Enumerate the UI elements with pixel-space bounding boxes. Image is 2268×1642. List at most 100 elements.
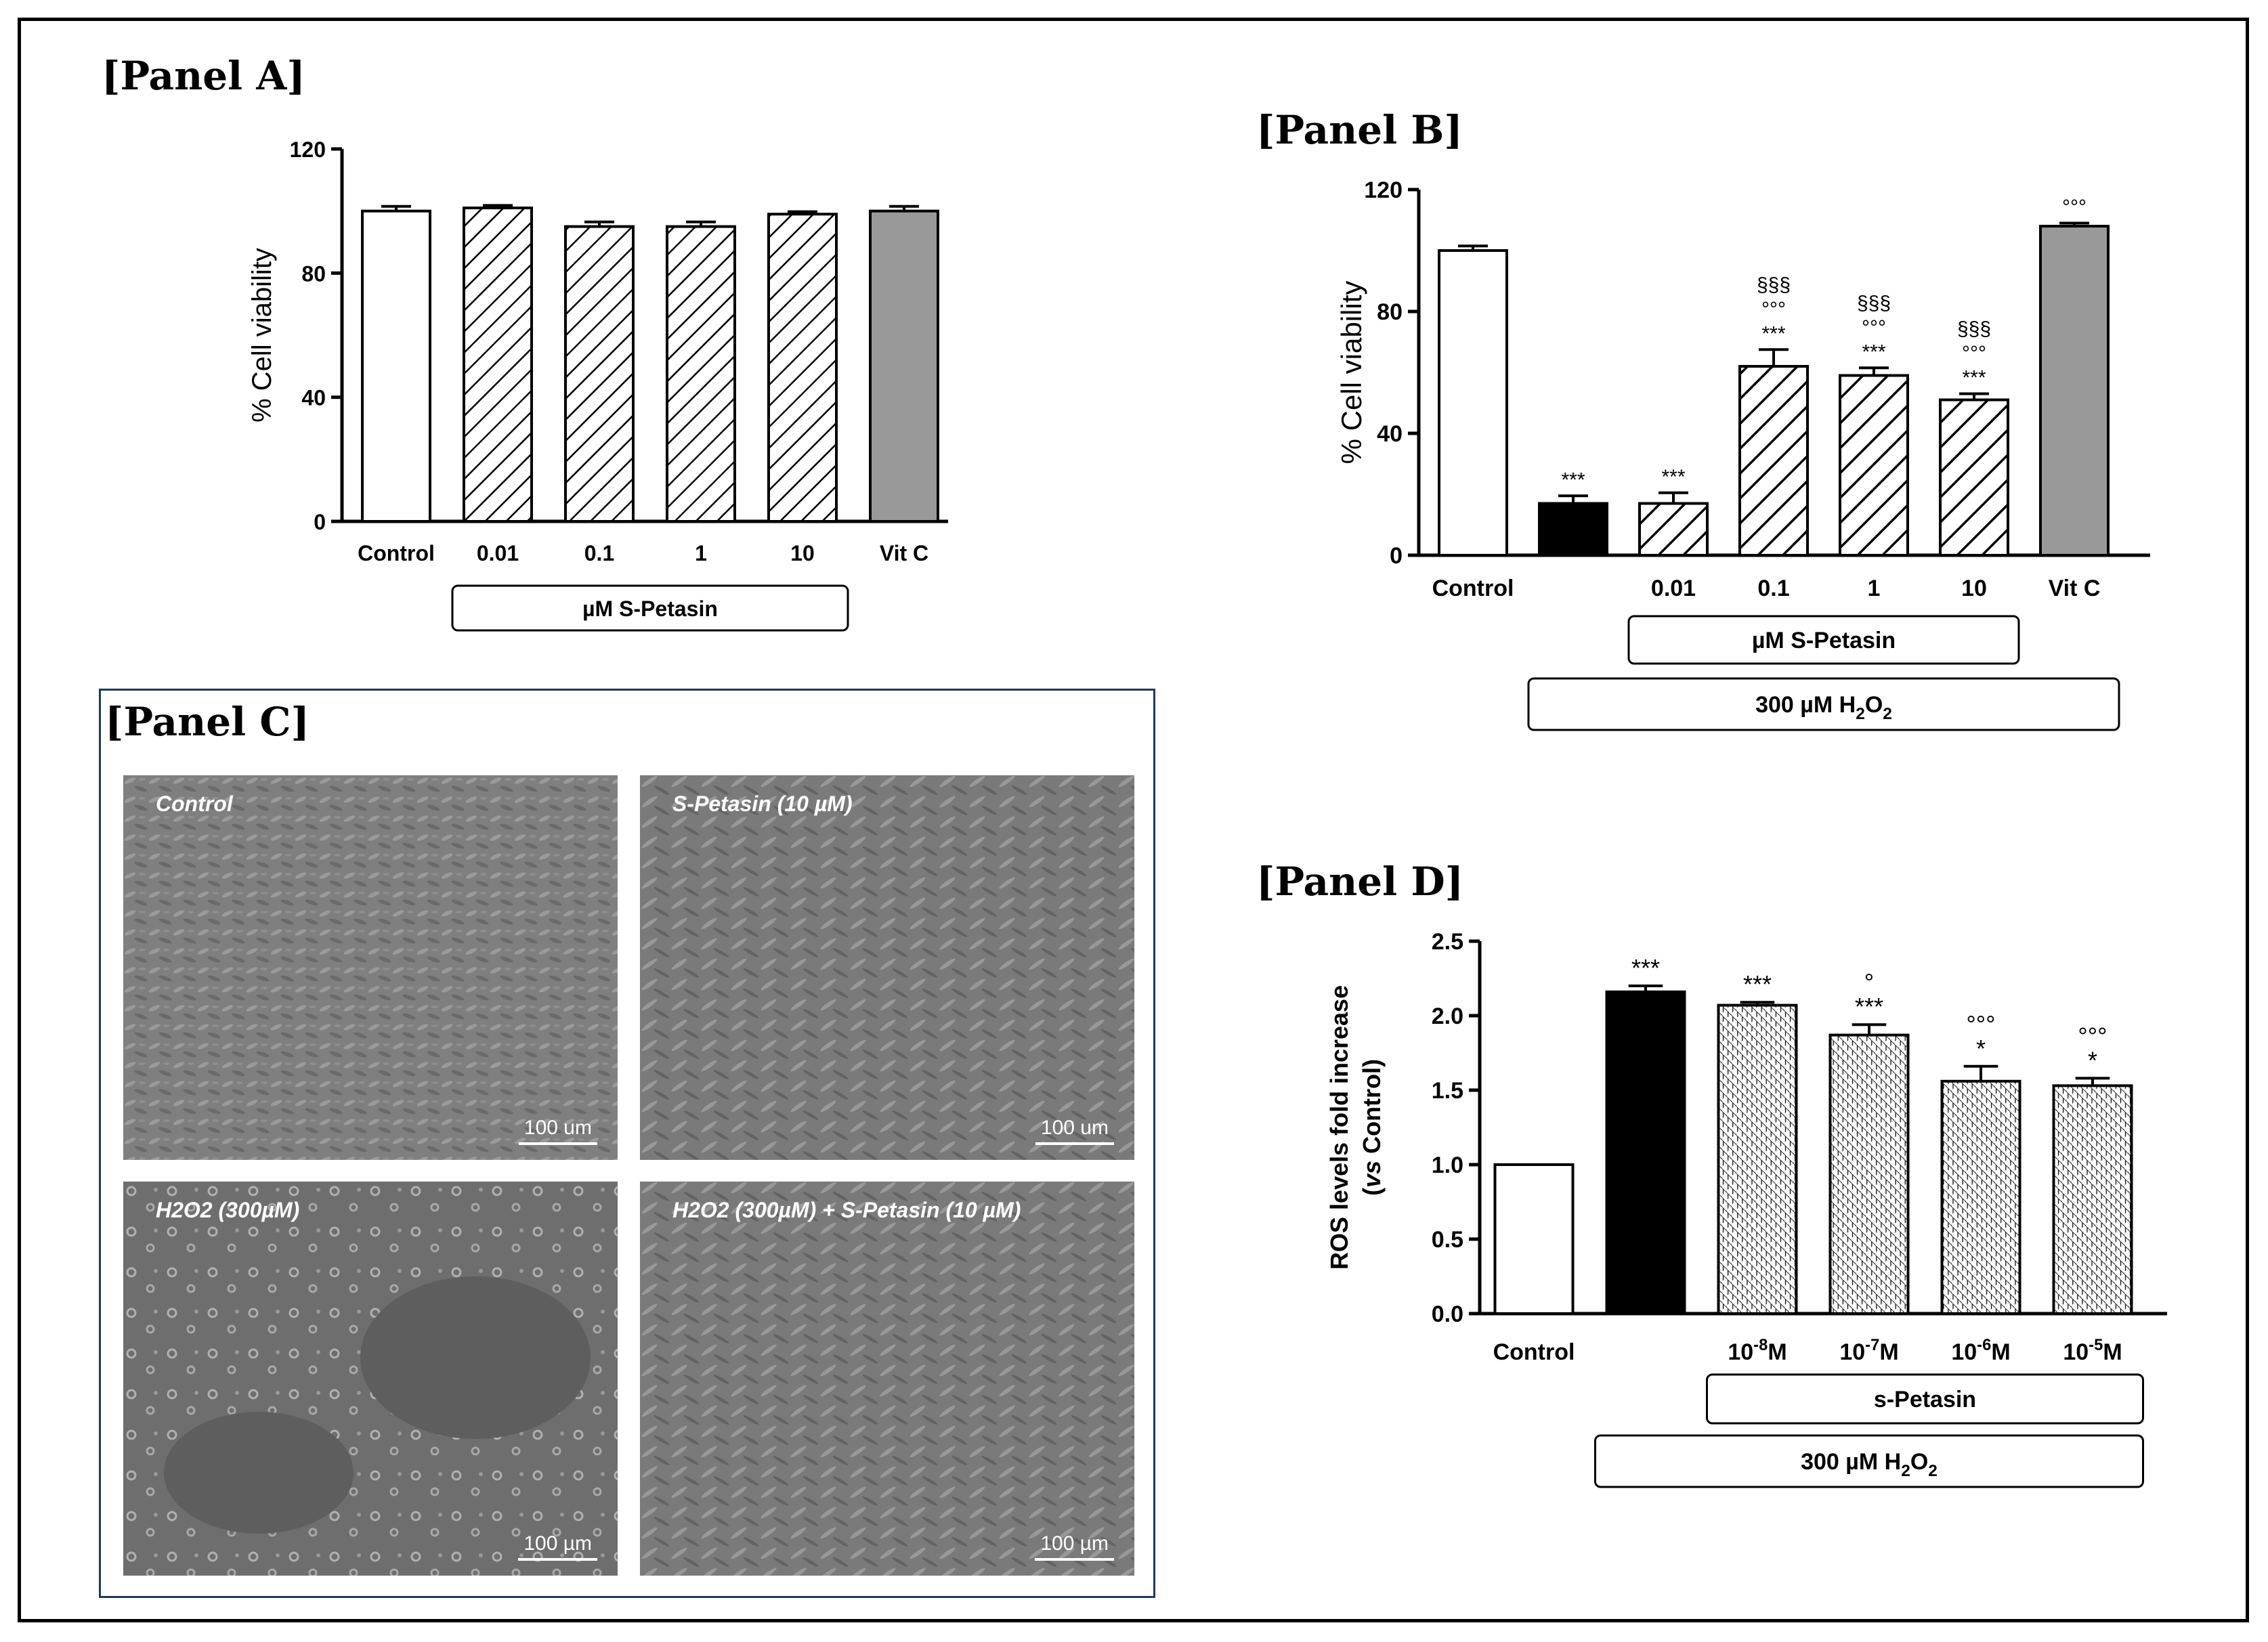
y-tick-label: 40 — [301, 386, 326, 410]
scale-bar: 100 µm — [1035, 1532, 1114, 1561]
bar — [869, 209, 939, 523]
y-tick-label: 1.0 — [1432, 1152, 1463, 1178]
y-axis-label: ROS levels fold increase — [1325, 985, 1353, 1270]
y-tick-label: 0 — [1390, 543, 1403, 569]
bar — [1939, 398, 2009, 557]
significance-label: *** — [1962, 367, 1986, 389]
significance-label: °°° — [2062, 196, 2087, 219]
cell-texture — [640, 1182, 1134, 1576]
bar — [1839, 374, 1909, 557]
y-tick-label: 2.0 — [1432, 1003, 1463, 1029]
y-tick-label: 0 — [314, 510, 326, 534]
panel-b-chart: 0 40 80 120 % Cell viability Control *** 0.01 **… — [1335, 177, 2150, 731]
bar — [1940, 1079, 2021, 1316]
x-tick-label: 10-7M — [1839, 1336, 1898, 1365]
x-tick-label: Vit C — [2049, 576, 2101, 601]
y-tick-label: 0.0 — [1432, 1301, 1463, 1327]
x-tick-label: 10 — [1961, 576, 1987, 601]
micrograph-h2o2: H2O2 (300µM) 100 µm — [123, 1182, 618, 1576]
panel-c-box: [Panel C] Control 100 um — [99, 689, 1155, 1598]
x-tick-label: 10 — [790, 541, 815, 565]
micrograph-caption: S-Petasin (10 µM) — [672, 792, 853, 816]
bar — [1717, 1003, 1798, 1315]
group-box — [1594, 1434, 2144, 1488]
y-tick-label: 2.5 — [1432, 929, 1463, 955]
bar — [1493, 1163, 1575, 1315]
y-axis-label: % Cell viability — [1335, 281, 1367, 464]
bar — [2052, 1084, 2133, 1315]
y-axis-label-2: (vs Control) — [1358, 1059, 1386, 1196]
significance-label: §§§ — [1857, 292, 1891, 314]
y-tick-label: 40 — [1377, 421, 1403, 447]
bar — [1828, 1033, 1910, 1315]
significance-label: °°° — [1761, 298, 1786, 320]
group-box — [1706, 1373, 2144, 1425]
y-tick-label: 80 — [301, 261, 326, 286]
micrograph-control: Control 100 um — [123, 775, 618, 1160]
significance-label: * — [1976, 1035, 1986, 1062]
significance-label: °°° — [1966, 1010, 1995, 1038]
x-tick-label: 1 — [1868, 576, 1881, 601]
panel-a-chart: 0 40 80 120 % Cell viability Control 0.01 0.1 1 1… — [247, 137, 948, 632]
group-label: 300 µM H2O2 — [1801, 1449, 1938, 1480]
figure-frame — [18, 18, 2249, 1622]
panel-a-title: [Panel A] — [102, 53, 305, 99]
significance-label: °°° — [1862, 316, 1886, 339]
bar — [1605, 990, 1686, 1316]
significance-label: *** — [1631, 954, 1660, 982]
x-tick-label: Control — [1432, 576, 1514, 601]
x-tick-label: Control — [358, 541, 435, 565]
x-tick-label: 0.1 — [1757, 576, 1789, 601]
panel-d-title: [Panel D] — [1256, 859, 1464, 905]
significance-label: *** — [1661, 466, 1685, 488]
panel-c-title: [Panel C] — [105, 699, 309, 745]
group-label: s-Petasin — [1874, 1387, 1976, 1412]
scale-bar: 100 um — [518, 1117, 597, 1145]
scale-bar: 100 um — [1035, 1117, 1114, 1145]
bar — [1638, 502, 1709, 557]
cell-texture — [123, 1182, 618, 1576]
significance-label: *** — [1761, 322, 1785, 345]
bar — [2039, 225, 2110, 557]
micrograph-s-petasin: S-Petasin (10 µM) 100 um — [640, 775, 1134, 1160]
bar — [767, 213, 838, 523]
bar — [1438, 249, 1508, 557]
significance-label: °°° — [2078, 1022, 2107, 1050]
group-label: µM S-Petasin — [1752, 628, 1896, 653]
cell-texture — [640, 775, 1134, 1160]
bar — [1738, 365, 1809, 557]
bar — [666, 225, 736, 523]
x-tick-label: Control — [1493, 1339, 1575, 1365]
significance-label: *** — [1561, 469, 1585, 491]
group-box — [451, 584, 849, 632]
x-tick-label: 10-8M — [1728, 1336, 1786, 1365]
x-tick-label: 0.01 — [1651, 576, 1696, 601]
y-tick-label: 1.5 — [1432, 1078, 1463, 1104]
significance-label: *** — [1862, 341, 1885, 363]
scale-bar: 100 µm — [518, 1532, 597, 1561]
group-label: µM S-Petasin — [582, 597, 718, 621]
bar — [1538, 502, 1608, 557]
y-axis-label: % Cell viability — [247, 248, 277, 423]
micrograph-caption: H2O2 (300µM) — [156, 1198, 300, 1222]
significance-label: ° — [1864, 968, 1874, 996]
group-box — [1527, 677, 2120, 731]
significance-label: *** — [1855, 993, 1883, 1020]
x-tick-label: 10-6M — [1951, 1336, 2010, 1365]
significance-label: °°° — [1962, 343, 1986, 365]
x-tick-label: 10-5M — [2063, 1336, 2122, 1365]
y-tick-label: 80 — [1377, 299, 1403, 325]
bar — [463, 207, 533, 523]
micrograph-h2o2-s-petasin: H2O2 (300µM) + S-Petasin (10 µM) 100 µm — [640, 1182, 1134, 1576]
cell-texture — [123, 775, 618, 1160]
group-box — [1627, 615, 2020, 665]
panel-d-chart: 0.0 0.5 1.0 1.5 2.0 2.5 ROS levels fold increa… — [1325, 929, 2167, 1488]
x-tick-label: 0.1 — [584, 541, 614, 565]
micrograph-caption: Control — [156, 792, 233, 816]
y-tick-label: 120 — [1364, 177, 1403, 203]
y-tick-label: 0.5 — [1432, 1227, 1463, 1253]
group-label: 300 µM H2O2 — [1755, 692, 1892, 723]
x-tick-label: 1 — [695, 541, 707, 565]
x-tick-label: Vit C — [880, 541, 928, 565]
bar — [361, 209, 431, 523]
